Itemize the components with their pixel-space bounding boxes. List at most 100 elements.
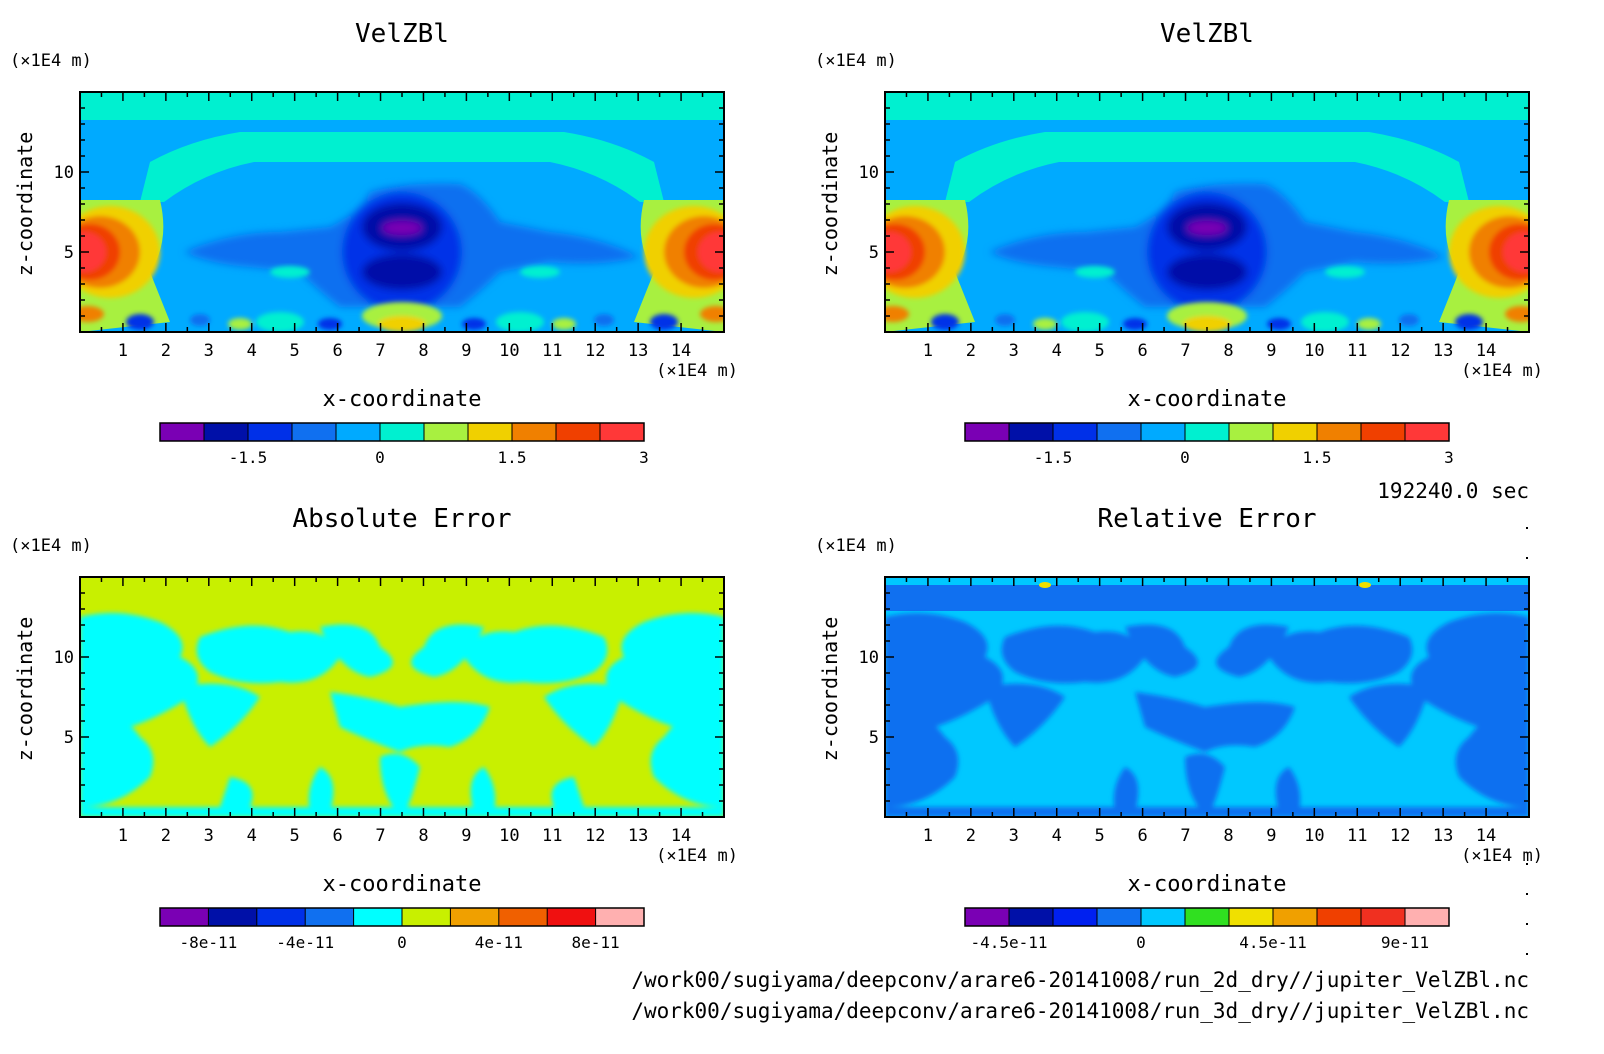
y-tick-label: 5 [869, 243, 879, 263]
y-axis-label: z-coordinate [818, 617, 842, 762]
x-tick-label: 13 [1433, 341, 1453, 361]
colorbar-swatch [600, 423, 645, 441]
colorbar-swatch [1097, 423, 1142, 441]
x-tick-label: 13 [1433, 826, 1453, 846]
colorbar-swatch [336, 423, 381, 441]
x-tick-label: 12 [585, 341, 605, 361]
colorbar-swatch [1009, 908, 1054, 926]
x-tick-label: 8 [1223, 826, 1233, 846]
panel-title: VelZBl [1160, 19, 1254, 49]
colorbar-swatch [160, 908, 209, 926]
colorbar-swatch [1185, 908, 1230, 926]
colorbar-swatch [1097, 908, 1142, 926]
x-tick-label: 8 [1223, 341, 1233, 361]
x-tick-label: 10 [1304, 826, 1324, 846]
panel-title: Absolute Error [292, 504, 511, 534]
colorbar-swatch [1273, 908, 1318, 926]
file-path-1: /work00/sugiyama/deepconv/arare6-2014100… [631, 968, 1529, 992]
colorbar-tick-label: 0 [375, 448, 385, 467]
file-path-2: /work00/sugiyama/deepconv/arare6-2014100… [631, 999, 1529, 1023]
colorbar-frame [159, 422, 645, 442]
colorbar-tick-label: 0 [1180, 448, 1190, 467]
x-tick-label: 1 [118, 341, 128, 361]
x-axis-label: x-coordinate [1128, 872, 1287, 897]
colorbar-swatch [1141, 423, 1186, 441]
x-tick-label: 6 [332, 341, 342, 361]
x-tick-label: 14 [671, 341, 691, 361]
y-unit-label: (×1E4 m) [10, 536, 92, 556]
colorbar-swatch [1405, 423, 1450, 441]
x-tick-label: 11 [1347, 341, 1367, 361]
x-tick-label: 5 [290, 341, 300, 361]
y-axis-label: z-coordinate [818, 132, 842, 277]
x-tick-label: 7 [375, 826, 385, 846]
x-tick-label: 4 [1052, 826, 1062, 846]
colorbar-tick-label: -8e-11 [180, 933, 238, 952]
panel-title: VelZBl [355, 19, 449, 49]
colorbar-tick-label: 0 [397, 933, 407, 952]
x-axis-label: x-coordinate [323, 387, 482, 412]
colorbar-tick-label: 3 [639, 448, 649, 467]
y-axis-label: z-coordinate [13, 132, 37, 277]
y-tick-label: 5 [869, 728, 879, 748]
colorbar-swatch [1229, 908, 1274, 926]
x-tick-label: 14 [1476, 341, 1496, 361]
colorbar-swatch [160, 423, 205, 441]
y-unit-label: (×1E4 m) [815, 51, 897, 71]
colorbar-swatch [1361, 423, 1406, 441]
colorbar-tick-label: 1.5 [1303, 448, 1332, 467]
colorbar-swatch [1273, 423, 1318, 441]
y-tick-label: 5 [64, 728, 74, 748]
panel-1-axes: VelZBl (×1E4 m) (×1E4 m) x-coordinate z-coor… [10, 19, 738, 467]
colorbar-tick-label: 4e-11 [475, 933, 523, 952]
colorbar-swatch [1229, 423, 1274, 441]
colorbar-swatch [512, 423, 557, 441]
x-tick-label: 9 [461, 826, 471, 846]
colorbar-swatch [595, 908, 645, 926]
colorbar-swatch [1317, 423, 1362, 441]
x-tick-label: 7 [1180, 826, 1190, 846]
colorbar-tick-label: -4e-11 [276, 933, 334, 952]
colorbar-tick-label: 8e-11 [572, 933, 620, 952]
colorbar-swatch [1185, 423, 1230, 441]
panel-4-axes: Relative Error (×1E4 m) (×1E4 m) x-coordina… [815, 504, 1543, 952]
colorbar-tick-label: 3 [1444, 448, 1454, 467]
colorbar-tick-label: 9e-11 [1381, 933, 1429, 952]
colorbar-swatch [965, 908, 1010, 926]
x-tick-label: 12 [585, 826, 605, 846]
x-tick-label: 1 [923, 826, 933, 846]
x-tick-label: 8 [418, 826, 428, 846]
x-tick-label: 10 [499, 341, 519, 361]
relative-error-contour-field [885, 577, 1529, 817]
colorbar-tick-label: 1.5 [498, 448, 527, 467]
colorbar-swatch [204, 423, 249, 441]
x-tick-label: 6 [1137, 341, 1147, 361]
colorbar-tick-label: 4.5e-11 [1239, 933, 1306, 952]
colorbar-tick-label: -4.5e-11 [970, 933, 1047, 952]
x-tick-label: 5 [1095, 341, 1105, 361]
x-tick-label: 7 [375, 341, 385, 361]
x-tick-label: 2 [966, 341, 976, 361]
panel-2-axes: VelZBl (×1E4 m) (×1E4 m) x-coordinate z-coor… [815, 19, 1543, 467]
time-label: 192240.0 sec [1377, 479, 1529, 503]
x-tick-label: 3 [1009, 826, 1019, 846]
colorbar-swatch [556, 423, 601, 441]
colorbar-swatch [547, 908, 597, 926]
x-tick-label: 13 [628, 826, 648, 846]
y-unit-label: (×1E4 m) [10, 51, 92, 71]
x-tick-label: 9 [1266, 341, 1276, 361]
colorbar-swatch [292, 423, 337, 441]
colorbar-swatch [498, 908, 548, 926]
x-tick-label: 1 [118, 826, 128, 846]
colorbar-swatch [248, 423, 293, 441]
x-tick-label: 8 [418, 341, 428, 361]
x-tick-label: 11 [1347, 826, 1367, 846]
x-tick-label: 2 [161, 341, 171, 361]
colorbar-tick-label: -1.5 [229, 448, 268, 467]
x-tick-label: 5 [1095, 826, 1105, 846]
x-tick-label: 6 [1137, 826, 1147, 846]
x-tick-label: 4 [1052, 341, 1062, 361]
colorbar-frame [964, 422, 1450, 442]
y-tick-label: 10 [54, 163, 74, 183]
